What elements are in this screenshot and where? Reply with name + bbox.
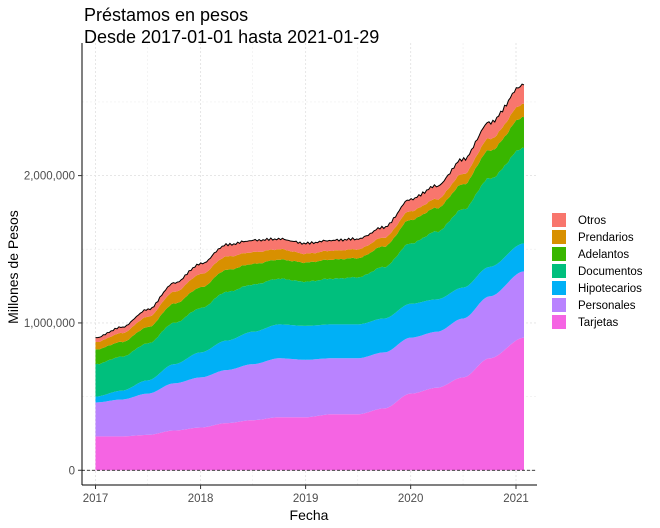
axes	[81, 43, 537, 486]
legend-key-hipotecarios	[552, 281, 566, 295]
area-documentos	[95, 147, 524, 397]
legend-label: Hipotecarios	[578, 283, 642, 295]
legend-label: Documentos	[578, 266, 643, 278]
area-prendarios	[95, 103, 524, 350]
area-series	[82, 83, 537, 471]
legend-label: Otros	[578, 215, 606, 227]
x-tick-label: 2019	[293, 493, 319, 505]
area-hipotecarios	[95, 243, 524, 403]
legend-key-adelantos	[552, 247, 566, 261]
area-tarjetas	[95, 337, 524, 471]
legend-key-documentos	[552, 264, 566, 278]
legend-label: Prendarios	[578, 232, 634, 244]
legend-key-prendarios	[552, 230, 566, 244]
x-tick-label: 2021	[503, 493, 529, 505]
legend-label: Personales	[578, 300, 636, 312]
legend-label: Adelantos	[578, 249, 629, 261]
legend-key-personales	[552, 298, 566, 312]
y-tick-label: 0	[69, 465, 75, 477]
x-tick-label: 2020	[398, 493, 424, 505]
x-tick-label: 2017	[83, 493, 109, 505]
y-tick-label: 2,000,000	[24, 171, 75, 183]
x-tick-label: 2018	[188, 493, 214, 505]
total-line	[95, 83, 525, 339]
legend-key-otros	[552, 213, 566, 227]
chart-title: Préstamos en pesos	[84, 5, 249, 25]
area-personales	[95, 271, 524, 437]
chart-title-block: Préstamos en pesos Desde 2017-01-01 hast…	[84, 4, 379, 48]
legend: Otros Prendarios Adelantos Documentos Hipote…	[552, 213, 643, 329]
legend-label: Tarjetas	[578, 317, 619, 329]
chart-subtitle: Desde 2017-01-01 hasta 2021-01-29	[84, 27, 380, 47]
area-adelantos	[95, 116, 524, 365]
area-otros	[95, 84, 524, 343]
y-axis-title: Millones de Pesos	[5, 210, 21, 324]
x-axis-title: Fecha	[290, 507, 329, 523]
legend-key-tarjetas	[552, 315, 566, 329]
tick-labels: 2017 2018 2019 2020 2021 0 1,000,000 2,000,000	[24, 171, 529, 505]
y-tick-label: 1,000,000	[24, 318, 75, 330]
